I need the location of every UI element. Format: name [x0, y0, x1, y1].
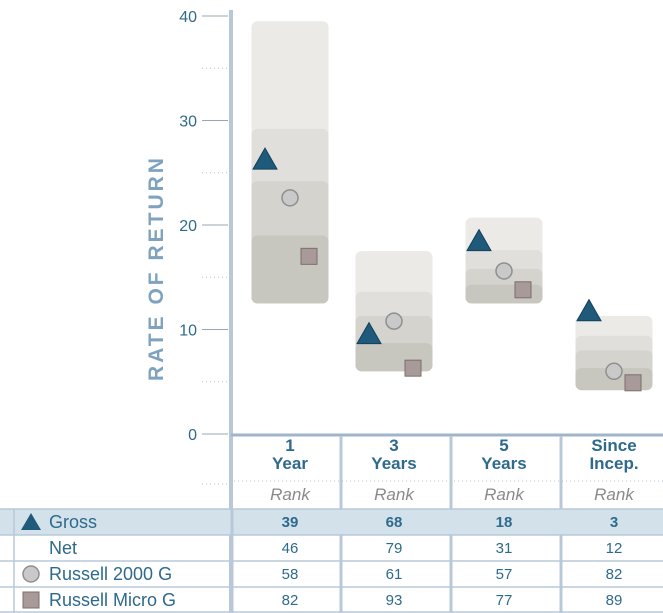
- russell-2000g-legend-icon: [22, 565, 40, 583]
- period-label: Year: [272, 454, 308, 473]
- highlight-row: [0, 509, 663, 535]
- rank-value: 58: [282, 566, 299, 583]
- rank-header: Rank: [594, 485, 635, 504]
- rank-value: 61: [386, 566, 403, 583]
- markers: [252, 147, 642, 392]
- rank-header: Rank: [270, 485, 311, 504]
- y-axis-label: RATE OF RETURN: [145, 155, 168, 381]
- gross-marker: [466, 228, 492, 252]
- row-label: Russell Micro G: [49, 590, 176, 610]
- rank-table: 1YearRank3YearsRank5YearsRankSinceIncep.…: [0, 436, 663, 613]
- rank-value: 68: [386, 514, 403, 531]
- period-label: Years: [371, 454, 416, 473]
- rank-value: 93: [386, 592, 403, 609]
- russell-micro-g-marker: [624, 374, 642, 392]
- y-tick-label: 30: [179, 114, 197, 131]
- gross-marker: [356, 321, 382, 345]
- y-axis: 0 10 20 30 40: [179, 9, 663, 613]
- rank-value: 12: [606, 540, 623, 557]
- rank-header: Rank: [374, 485, 415, 504]
- y-tick-label: 10: [179, 323, 197, 340]
- rank-value: 31: [496, 540, 513, 557]
- rank-value: 82: [606, 566, 623, 583]
- russell-micro-g-legend-icon: [22, 591, 40, 609]
- rank-value: 82: [282, 592, 299, 609]
- rank-value: 46: [282, 540, 299, 557]
- gross-legend-icon: [21, 513, 41, 530]
- y-tick-label: 40: [179, 9, 197, 26]
- period-label: Incep.: [589, 454, 638, 473]
- y-tick-label: 20: [179, 218, 197, 235]
- quartile-bands: [251, 21, 653, 391]
- row-label: Gross: [49, 512, 97, 532]
- russell-micro-g-marker: [404, 359, 422, 377]
- rank-value: 18: [496, 514, 513, 531]
- russell-micro-g-marker: [300, 247, 318, 265]
- rank-value: 79: [386, 540, 403, 557]
- russell-micro-g-marker: [514, 281, 532, 299]
- rank-value: 89: [606, 592, 623, 609]
- row-label: Russell 2000 G: [49, 564, 172, 584]
- row-label: Net: [49, 538, 77, 558]
- russell-2000g-marker: [281, 189, 299, 207]
- russell-2000g-marker: [495, 262, 513, 280]
- period-label: 5: [499, 436, 508, 455]
- russell-2000g-marker: [385, 312, 403, 330]
- period-label: 3: [389, 436, 398, 455]
- rank-value: 3: [610, 514, 618, 531]
- quartile-band: [251, 235, 329, 304]
- rank-value: 39: [282, 514, 299, 531]
- period-label: Since: [591, 436, 636, 455]
- rank-value: 57: [496, 566, 513, 583]
- period-label: Years: [481, 454, 526, 473]
- russell-2000g-marker: [605, 362, 623, 381]
- period-label: 1: [285, 436, 294, 455]
- gross-marker: [576, 298, 602, 322]
- gross-marker: [252, 147, 278, 170]
- rank-header: Rank: [484, 485, 525, 504]
- grid: [202, 15, 228, 485]
- rank-value: 77: [496, 592, 513, 609]
- y-tick-label: 0: [188, 427, 197, 444]
